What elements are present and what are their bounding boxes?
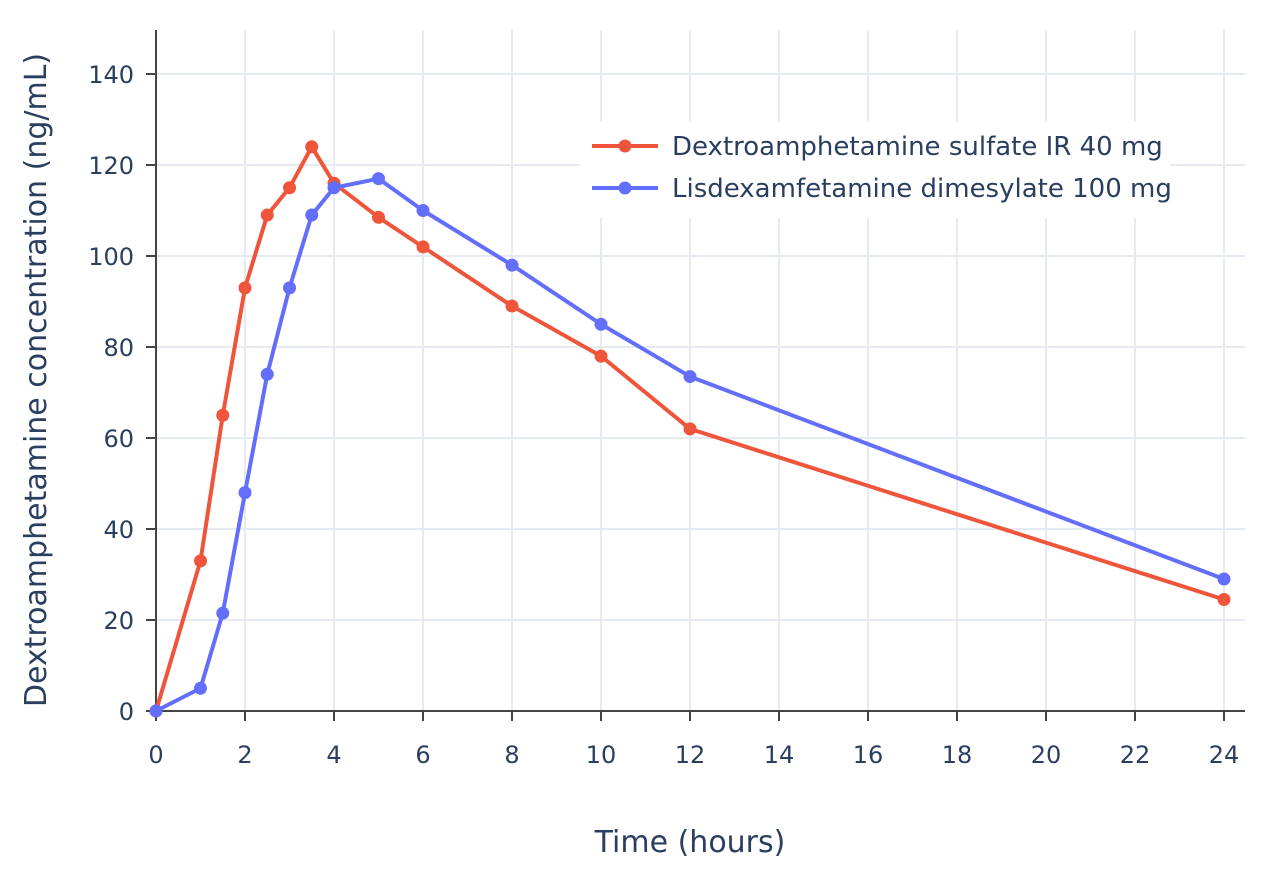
data-point	[1217, 572, 1231, 586]
data-point	[683, 422, 697, 436]
x-tick-labels: 0 2 4 6 8 10 12 14 16 18 20 22 24	[148, 741, 1239, 769]
data-point	[505, 299, 519, 313]
x-tick-label-20: 20	[1031, 741, 1062, 769]
y-axis-title: Dextroamphetamine concentration (ng/mL)	[19, 53, 54, 707]
y-tick-label-40: 40	[103, 516, 134, 544]
x-tick-label-16: 16	[853, 741, 884, 769]
x-tick-label-4: 4	[326, 741, 341, 769]
y-tick-label-0: 0	[119, 698, 134, 726]
x-tick-label-18: 18	[942, 741, 973, 769]
data-point	[416, 204, 430, 217]
legend: Dextroamphetamine sulfate IR 40 mg Lisdex…	[580, 122, 1172, 218]
data-point	[505, 258, 519, 272]
data-point	[216, 606, 230, 620]
data-point	[283, 281, 296, 295]
legend-label: Lisdexamfetamine dimesylate 100 mg	[672, 174, 1172, 204]
y-tick-label-80: 80	[103, 334, 134, 362]
data-point	[1217, 593, 1231, 607]
y-tick-labels: 0 20 40 60 80 100 120 140	[88, 61, 134, 726]
data-point	[283, 181, 296, 195]
legend-label: Dextroamphetamine sulfate IR 40 mg	[672, 132, 1163, 162]
legend-swatch-marker	[618, 181, 632, 195]
y-tick-label-120: 120	[88, 152, 134, 180]
series-1	[149, 172, 1231, 718]
legend-item-1: Lisdexamfetamine dimesylate 100 mg	[592, 174, 1172, 204]
legend-item-0: Dextroamphetamine sulfate IR 40 mg	[592, 132, 1163, 162]
data-point	[594, 349, 608, 363]
y-tick-label-100: 100	[88, 243, 134, 271]
x-tick-label-8: 8	[504, 741, 519, 769]
data-point	[594, 317, 608, 331]
series-line-1	[155, 176, 1225, 713]
axes	[146, 30, 1245, 721]
x-tick-label-14: 14	[764, 741, 795, 769]
data-point	[238, 486, 252, 500]
data-point	[194, 681, 207, 695]
series-line-0	[154, 144, 1225, 712]
x-tick-label-12: 12	[675, 741, 706, 769]
data-point	[194, 554, 207, 568]
data-point	[327, 181, 341, 195]
series-layer	[149, 140, 1231, 718]
legend-background	[580, 122, 1170, 218]
data-point	[416, 240, 430, 254]
data-point	[305, 140, 319, 154]
data-point	[372, 210, 385, 224]
data-point	[238, 281, 252, 295]
data-point	[683, 370, 697, 384]
data-point	[260, 208, 274, 222]
x-axis-title: Time (hours)	[594, 825, 786, 860]
x-tick-label-6: 6	[415, 741, 430, 769]
legend-swatch-marker	[618, 139, 632, 153]
x-tick-label-10: 10	[586, 741, 617, 769]
data-point	[216, 408, 230, 422]
data-point	[260, 367, 274, 381]
y-tick-label-60: 60	[103, 425, 134, 453]
x-tick-label-2: 2	[237, 741, 252, 769]
y-tick-label-20: 20	[103, 607, 134, 635]
y-tick-label-140: 140	[88, 61, 134, 89]
x-tick-label-22: 22	[1120, 741, 1151, 769]
data-point	[305, 208, 319, 222]
x-tick-label-0: 0	[148, 741, 163, 769]
x-tick-label-24: 24	[1209, 741, 1240, 769]
data-point	[372, 172, 385, 186]
data-point	[149, 704, 163, 718]
